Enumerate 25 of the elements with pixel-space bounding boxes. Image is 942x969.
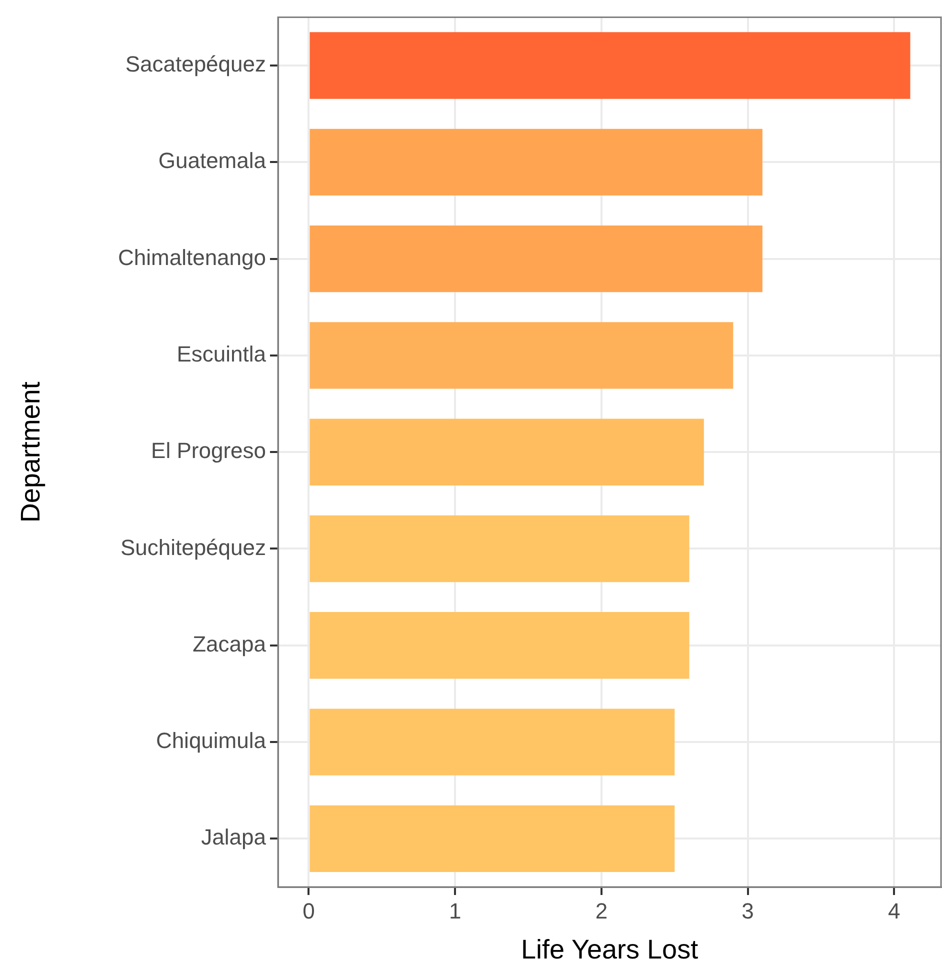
y-axis-title: Department [16, 381, 46, 523]
x-tick-label: 3 [742, 898, 754, 924]
y-tick-label: Escuintla [176, 342, 267, 367]
x-tick-label: 0 [302, 898, 315, 924]
bar [310, 612, 690, 679]
bar [310, 32, 910, 99]
x-tick-label: 4 [888, 898, 900, 924]
y-tick-label: Sacatepéquez [125, 52, 266, 77]
x-tick-label: 2 [595, 898, 608, 924]
y-tick-label: Suchitepéquez [120, 534, 266, 560]
bar [310, 805, 675, 872]
bar [310, 418, 704, 486]
bar [310, 322, 734, 389]
y-tick-label: Zacapa [192, 631, 267, 656]
bar [310, 515, 690, 582]
y-tick-label: Jalapa [201, 824, 267, 850]
x-axis-title: Life Years Lost [520, 934, 699, 964]
y-tick-label: El Progreso [151, 438, 266, 464]
bar [310, 225, 762, 292]
y-tick-label: Chimaltenango [118, 244, 266, 270]
y-tick-label: Guatemala [158, 148, 267, 174]
bar [310, 128, 762, 196]
y-tick-label: Chiquimula [156, 728, 267, 754]
x-tick-label: 1 [448, 898, 462, 924]
bar [310, 708, 675, 776]
